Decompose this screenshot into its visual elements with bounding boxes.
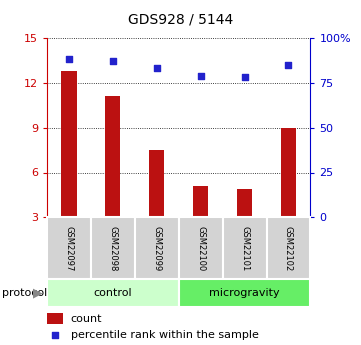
Text: ▶: ▶: [33, 287, 43, 300]
Bar: [179, 217, 223, 279]
Bar: [266, 217, 310, 279]
Bar: [105, 96, 121, 217]
Point: [286, 62, 291, 68]
Bar: [281, 128, 296, 217]
Point: [110, 59, 116, 64]
Text: control: control: [93, 288, 132, 298]
Text: count: count: [71, 314, 102, 324]
Text: GSM22099: GSM22099: [152, 226, 161, 271]
Text: GSM22100: GSM22100: [196, 226, 205, 271]
Text: microgravity: microgravity: [209, 288, 280, 298]
Text: GSM22097: GSM22097: [64, 226, 73, 271]
Bar: [47, 217, 91, 279]
Text: GDS928 / 5144: GDS928 / 5144: [128, 12, 233, 26]
Point: [154, 66, 160, 71]
Bar: [135, 217, 179, 279]
Bar: [179, 279, 310, 307]
Point: [52, 332, 58, 337]
Bar: [47, 279, 179, 307]
Bar: [223, 217, 266, 279]
Bar: [47, 313, 63, 324]
Bar: [91, 217, 135, 279]
Bar: [237, 189, 252, 217]
Point: [66, 57, 72, 62]
Bar: [61, 71, 77, 217]
Text: GSM22101: GSM22101: [240, 226, 249, 271]
Text: GSM22098: GSM22098: [108, 226, 117, 271]
Text: percentile rank within the sample: percentile rank within the sample: [71, 330, 258, 340]
Bar: [193, 186, 208, 217]
Point: [242, 75, 248, 80]
Point: [198, 73, 204, 78]
Text: GSM22102: GSM22102: [284, 226, 293, 271]
Bar: [149, 150, 164, 217]
Text: protocol: protocol: [2, 288, 47, 298]
